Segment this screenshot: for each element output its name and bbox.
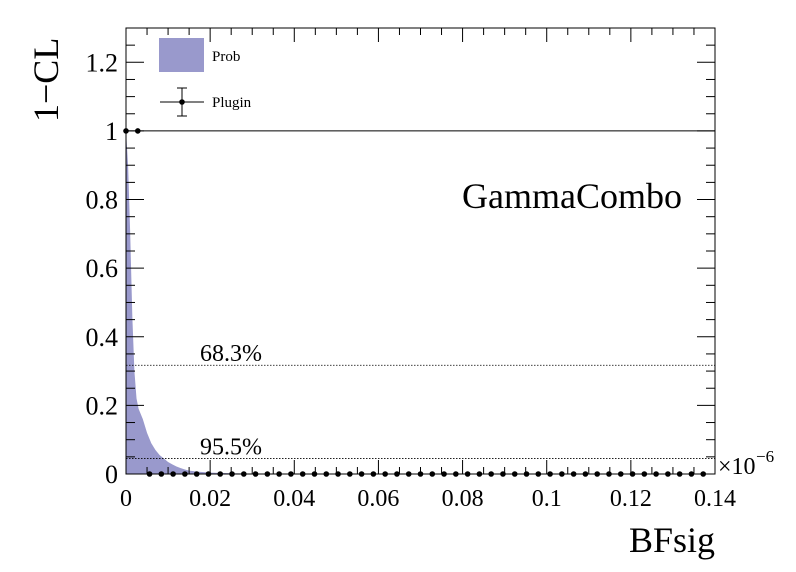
plugin-point [170,471,176,477]
y-tick-label: 0.6 [86,254,119,283]
plugin-point [123,128,129,134]
plugin-point [629,471,636,477]
plugin-point [665,471,671,477]
x-axis-label: BFsig [629,520,715,560]
plugin-point [582,471,589,477]
plugin-point [641,471,648,477]
x-tick-label: 0.08 [442,486,484,512]
plugin-point [559,471,565,477]
plugin-point [511,471,518,477]
x-tick-label: 0.02 [189,486,231,512]
axes-layer [125,27,716,475]
plugin-point [158,471,165,477]
plugin-point [134,128,141,134]
plugin-point [617,471,624,477]
ref-line-label-95: 95.5% [200,435,262,461]
reference-lines-layer [126,364,715,459]
legend-marker-plugin-dot [179,99,185,105]
plugin-point [323,471,330,477]
x-tick-label: 0.04 [273,486,315,512]
watermark-text: GammaCombo [462,176,682,216]
plugin-point [146,471,153,477]
plugin-point [688,471,695,477]
plugin-point [676,471,683,477]
plugin-point [217,471,224,477]
y-tick-label: 0.2 [86,391,119,420]
plugin-point [193,471,200,477]
plugin-point [288,471,294,477]
plugin-point [700,471,707,477]
plugin-point [535,471,542,477]
x-tick-label: 0.1 [532,486,562,512]
y-tick-label: 0.4 [86,323,119,352]
plugin-point [370,471,377,477]
x-tick-label: 0.12 [610,486,652,512]
y-tick-label: 0.8 [86,186,119,215]
plugin-point [182,471,188,477]
y-tick-label: 0 [105,460,118,489]
plugin-point [241,471,247,477]
legend-label-prob: Prob [212,49,240,65]
plugin-point [453,471,459,477]
y-tick-label: 1.2 [86,48,119,77]
legend-label-plugin: Plugin [212,95,252,111]
plugin-point [570,471,577,477]
plugin-point [500,471,506,477]
plugin-point [252,471,259,477]
plugin-point [335,471,341,477]
plugin-point [405,471,412,477]
plugin-point [382,471,388,477]
x-tick-label: 0.14 [694,486,736,512]
plugin-point [594,471,600,477]
y-tick-label: 1 [105,117,118,146]
plugin-point [523,471,530,477]
plugin-point [606,471,612,477]
plugin-point [229,471,235,477]
plugin-point [547,471,553,477]
y-axis-label: 1−CL [26,38,66,122]
plugin-point [653,471,659,477]
x-tick-label: 0 [120,486,132,512]
plugin-point [311,471,318,477]
plugin-point [464,471,471,477]
legend: Prob Plugin [159,38,252,117]
legend-swatch-prob [159,38,204,72]
plugin-point [264,471,271,477]
x-tick-label: 0.06 [357,486,399,512]
x-multiplier-label: ×10 [718,454,756,480]
tick-labels-layer: 0 0.02 0.04 0.06 0.08 0.1 0.12 0.14 0 0.2 0.4 0.6 0.… [86,48,737,512]
plugin-point [394,471,400,477]
x-multiplier-exponent: −6 [756,447,774,466]
plugin-point [299,471,306,477]
plugin-point [441,471,447,477]
plugin-point [276,471,282,477]
plugin-points-layer [123,128,707,477]
plugin-point [205,471,212,477]
plugin-point [488,471,494,477]
plugin-point [429,471,436,477]
plugin-point [358,471,365,477]
plugin-point [476,471,483,477]
ref-line-label-68: 68.3% [200,341,262,367]
plugin-point [417,471,424,477]
plugin-point [347,471,353,477]
